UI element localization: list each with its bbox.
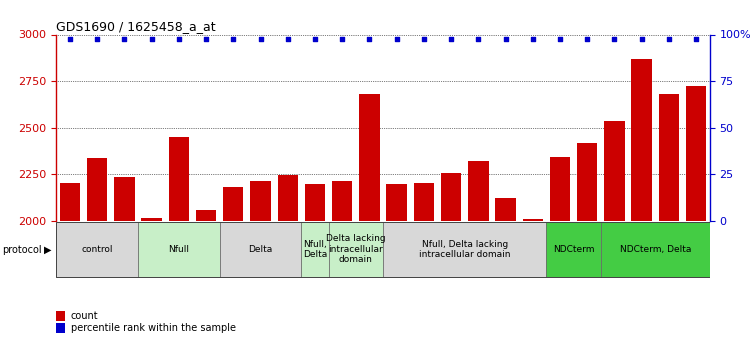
Bar: [686, 86, 706, 221]
FancyBboxPatch shape: [328, 222, 383, 277]
Point: [228, 36, 240, 42]
Bar: [359, 94, 379, 221]
Bar: [550, 157, 570, 221]
Text: Delta: Delta: [249, 245, 273, 254]
Text: NDCterm, Delta: NDCterm, Delta: [620, 245, 691, 254]
Text: GDS1690 / 1625458_a_at: GDS1690 / 1625458_a_at: [56, 20, 216, 33]
Text: control: control: [81, 245, 113, 254]
FancyBboxPatch shape: [138, 222, 219, 277]
Bar: [141, 218, 161, 221]
Bar: [250, 181, 270, 221]
Text: protocol: protocol: [2, 245, 42, 255]
Bar: [278, 175, 298, 221]
Point: [526, 36, 538, 42]
Bar: [387, 185, 407, 221]
Text: Nfull, Delta lacking
intracellular domain: Nfull, Delta lacking intracellular domai…: [419, 239, 511, 259]
Point: [64, 36, 76, 42]
Bar: [414, 183, 434, 221]
Bar: [605, 121, 625, 221]
Point: [635, 36, 647, 42]
Point: [282, 36, 294, 42]
Bar: [223, 187, 243, 221]
Bar: [332, 181, 352, 221]
Point: [391, 36, 403, 42]
Bar: [496, 198, 516, 221]
Text: Nfull: Nfull: [168, 245, 189, 254]
FancyBboxPatch shape: [56, 222, 138, 277]
Point: [690, 36, 702, 42]
Bar: [169, 137, 189, 221]
Bar: [60, 183, 80, 221]
Point: [255, 36, 267, 42]
Bar: [305, 184, 325, 221]
Bar: [523, 219, 543, 221]
Bar: [632, 59, 652, 221]
Text: Nfull,
Delta: Nfull, Delta: [303, 239, 327, 259]
Point: [173, 36, 185, 42]
FancyBboxPatch shape: [547, 222, 601, 277]
FancyBboxPatch shape: [601, 222, 710, 277]
Point: [363, 36, 376, 42]
FancyBboxPatch shape: [301, 222, 328, 277]
Point: [445, 36, 457, 42]
Point: [499, 36, 511, 42]
Text: NDCterm: NDCterm: [553, 245, 594, 254]
Text: percentile rank within the sample: percentile rank within the sample: [71, 323, 236, 333]
Point: [91, 36, 103, 42]
Point: [581, 36, 593, 42]
Point: [146, 36, 158, 42]
FancyBboxPatch shape: [219, 222, 301, 277]
Point: [608, 36, 620, 42]
Point: [663, 36, 675, 42]
Point: [472, 36, 484, 42]
Bar: [577, 144, 597, 221]
Point: [336, 36, 348, 42]
Bar: [87, 158, 107, 221]
Bar: [468, 161, 488, 221]
Text: Delta lacking
intracellular
domain: Delta lacking intracellular domain: [326, 234, 385, 264]
FancyBboxPatch shape: [383, 222, 547, 277]
Bar: [196, 210, 216, 221]
Point: [309, 36, 321, 42]
Bar: [114, 177, 134, 221]
Point: [200, 36, 212, 42]
Text: count: count: [71, 311, 98, 321]
Bar: [441, 173, 461, 221]
Text: ▶: ▶: [44, 245, 51, 255]
Point: [418, 36, 430, 42]
Bar: [659, 94, 679, 221]
Point: [554, 36, 566, 42]
Point: [119, 36, 131, 42]
